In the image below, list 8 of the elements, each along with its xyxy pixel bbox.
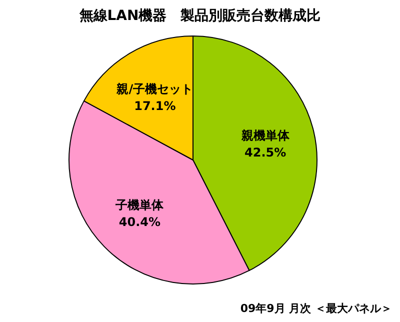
slice-label: 子機単体	[114, 198, 165, 212]
data-label: 40.4%	[118, 214, 161, 229]
slice-label: 親/子機セット	[116, 82, 194, 96]
chart-title: 無線LAN機器 製品別販売台数構成比	[78, 8, 321, 24]
text: 09年9月 月次 ＜最大パネル＞	[240, 302, 392, 315]
data-label: 42.5%	[244, 146, 286, 160]
data-label: 17.1%	[134, 99, 176, 114]
slice-label: 親機単体	[240, 128, 290, 143]
